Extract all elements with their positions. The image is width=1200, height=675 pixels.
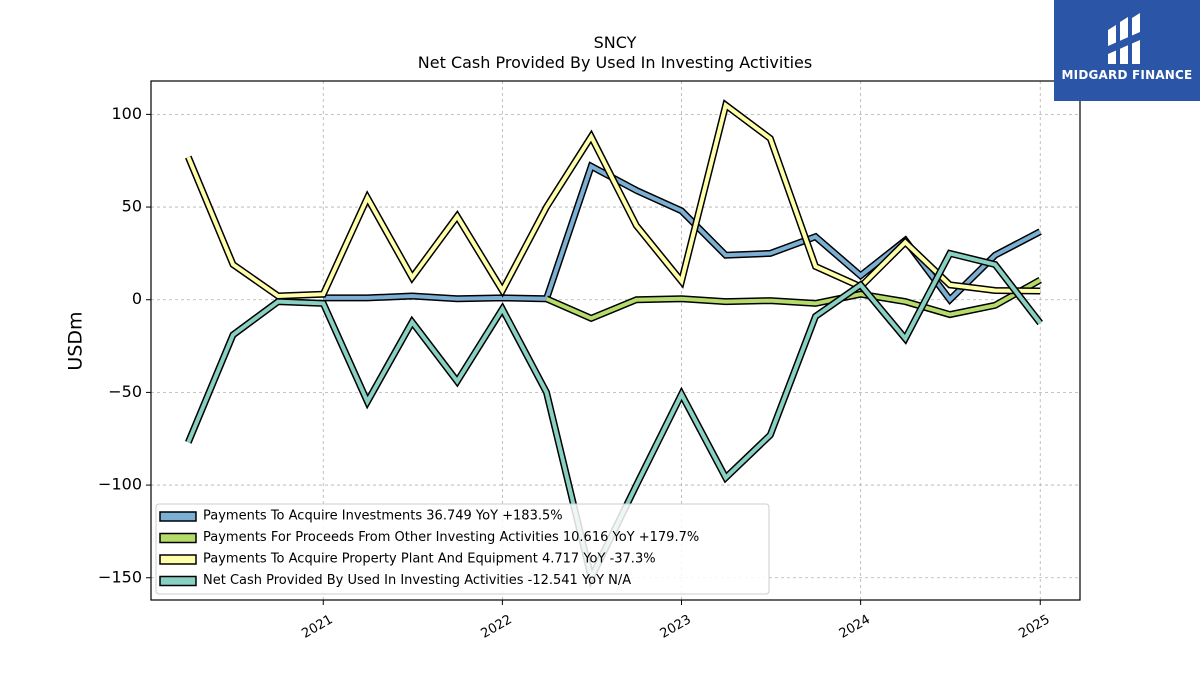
y-tick-label: −100 [98,475,142,494]
x-tick-label: 2024 [837,612,873,642]
brand-logo: MIDGARD FINANCE [1054,0,1200,101]
brand-mark-icon [1108,13,1140,64]
legend-swatch [159,511,197,522]
x-tick-label: 2021 [299,612,335,642]
chart-title: SNCY [594,33,637,52]
x-tick-label: 2022 [479,612,515,642]
y-tick-label: 50 [122,197,142,216]
y-tick-label: 100 [111,104,142,123]
y-tick-label: 0 [132,289,142,308]
series-line-3 [186,101,1041,299]
grid [151,81,1080,600]
x-tick-label: 2025 [1016,612,1052,642]
legend-label: Payments To Acquire Investments 36.749 Y… [203,509,563,524]
x-tick-label: 2023 [658,612,694,642]
y-tick-label: −50 [108,382,142,401]
legend-label: Payments To Acquire Property Plant And E… [203,552,656,567]
legend-swatch [159,532,197,544]
legend-swatch [159,554,197,565]
plot-frame [150,80,1081,601]
legend-label: Net Cash Provided By Used In Investing A… [203,573,631,588]
brand-name: MIDGARD FINANCE [1061,68,1193,82]
legend-box [155,503,770,595]
y-tick-label: −150 [98,567,142,586]
y-axis-label: USDm [65,311,87,370]
series-line-outline [185,99,1041,300]
legend: Payments To Acquire Investments 36.749 Y… [155,503,770,595]
legend-label: Payments For Proceeds From Other Investi… [203,530,699,545]
series-line-2 [545,278,1042,321]
chart-subtitle: Net Cash Provided By Used In Investing A… [418,53,812,72]
legend-swatch [159,575,197,587]
